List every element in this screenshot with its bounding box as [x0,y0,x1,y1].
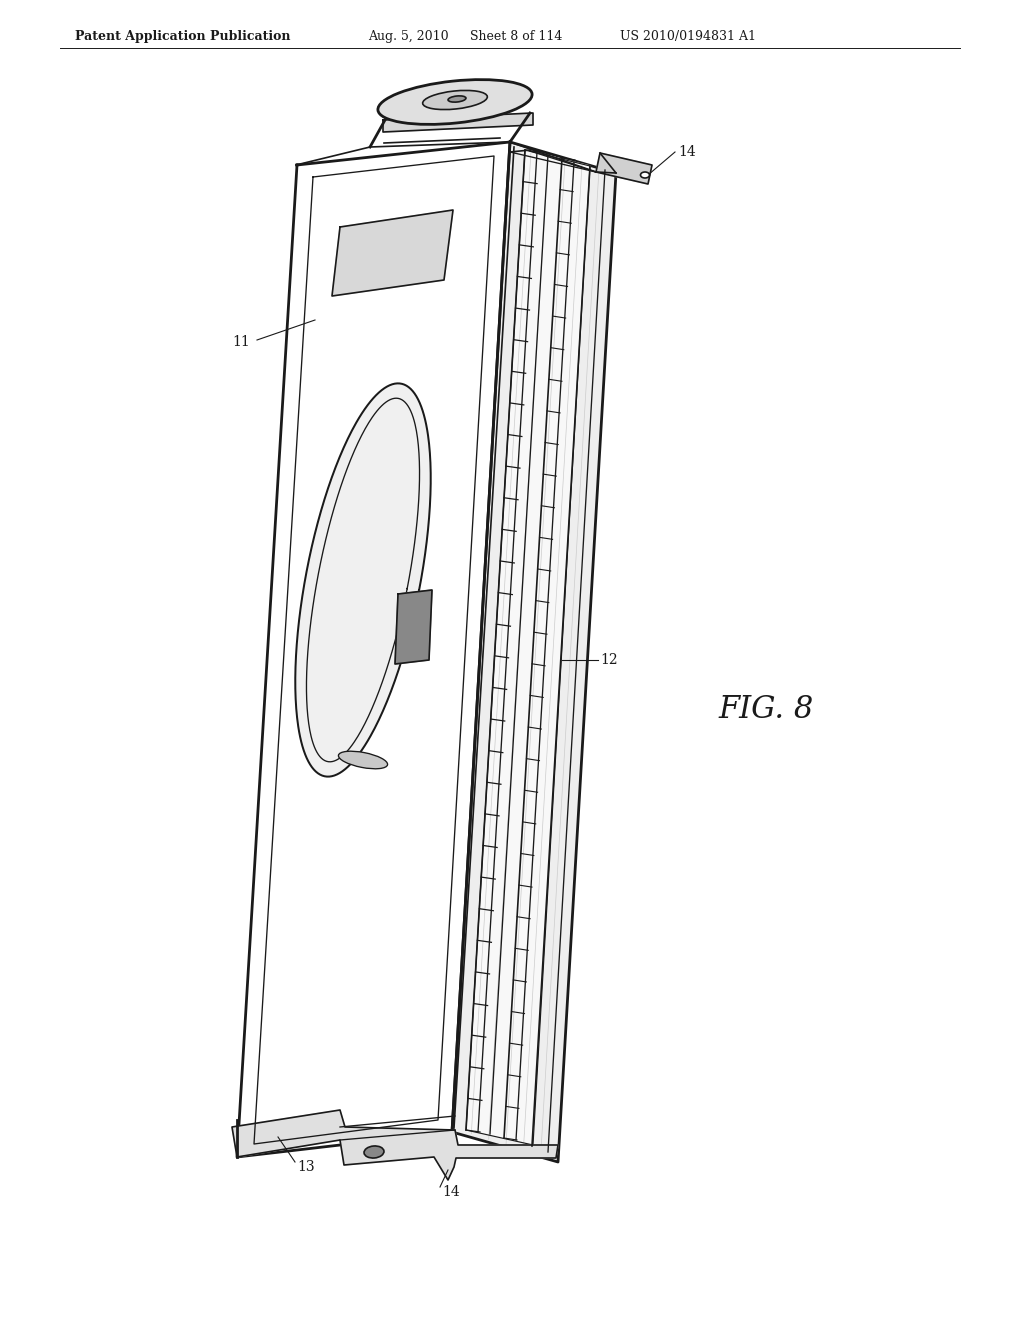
Polygon shape [452,143,616,1162]
Text: 14: 14 [442,1185,460,1199]
Ellipse shape [364,1146,384,1158]
Ellipse shape [378,79,532,124]
Polygon shape [395,590,432,664]
Text: 13: 13 [297,1160,314,1173]
Text: Aug. 5, 2010: Aug. 5, 2010 [368,30,449,44]
Text: Sheet 8 of 114: Sheet 8 of 114 [470,30,562,44]
Polygon shape [295,383,431,776]
Polygon shape [332,210,453,296]
Text: Patent Application Publication: Patent Application Publication [75,30,291,44]
Polygon shape [596,153,652,183]
Polygon shape [232,1110,558,1180]
Text: 11: 11 [232,335,250,348]
Polygon shape [383,114,534,132]
Text: US 2010/0194831 A1: US 2010/0194831 A1 [620,30,756,44]
Polygon shape [237,143,510,1158]
Polygon shape [466,150,590,1144]
Ellipse shape [338,751,387,768]
Ellipse shape [449,96,466,102]
Ellipse shape [640,172,649,178]
Ellipse shape [423,91,487,110]
Text: 14: 14 [678,145,695,158]
Text: 12: 12 [600,653,617,667]
Text: FIG. 8: FIG. 8 [718,694,813,726]
